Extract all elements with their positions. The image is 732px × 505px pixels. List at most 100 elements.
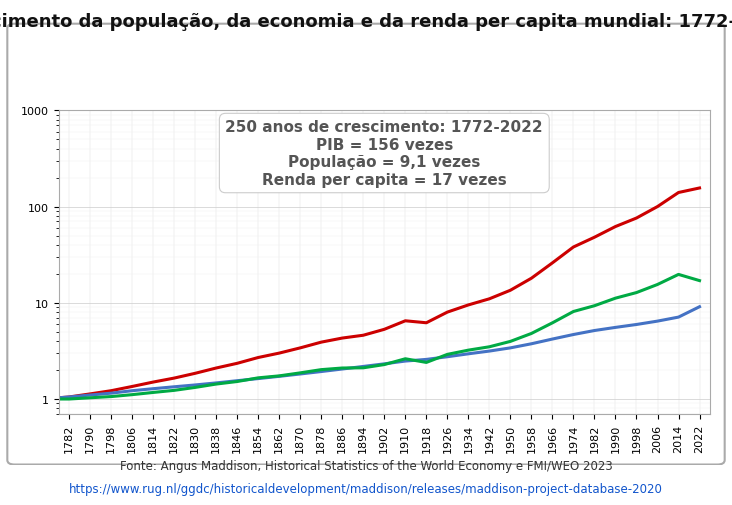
População bbox=[254, 376, 263, 382]
População bbox=[569, 332, 578, 338]
Renda per capita bbox=[674, 272, 683, 278]
PIB bbox=[359, 332, 367, 338]
Renda per capita bbox=[86, 395, 94, 401]
População bbox=[127, 388, 136, 394]
Text: https://www.rug.nl/ggdc/historicaldevelopment/maddison/releases/maddison-project: https://www.rug.nl/ggdc/historicaldevelo… bbox=[69, 482, 663, 495]
PIB bbox=[695, 185, 704, 191]
Renda per capita bbox=[359, 365, 367, 371]
População bbox=[233, 378, 242, 384]
PIB bbox=[506, 288, 515, 294]
PIB bbox=[674, 190, 683, 196]
Renda per capita bbox=[548, 320, 557, 326]
Renda per capita bbox=[590, 303, 599, 309]
População bbox=[107, 390, 116, 396]
População bbox=[274, 374, 283, 380]
População bbox=[191, 382, 200, 388]
Renda per capita bbox=[485, 344, 494, 350]
População bbox=[86, 392, 94, 398]
PIB bbox=[38, 396, 47, 402]
PIB bbox=[611, 224, 620, 230]
Text: Crescimento da população, da economia e da renda per capita mundial: 1772-2022: Crescimento da população, da economia e … bbox=[0, 13, 732, 31]
Line: População: População bbox=[42, 307, 700, 399]
Renda per capita bbox=[317, 367, 326, 373]
População bbox=[485, 348, 494, 355]
Renda per capita bbox=[127, 392, 136, 398]
Renda per capita bbox=[149, 390, 157, 396]
PIB bbox=[380, 327, 389, 333]
Text: Fonte: Angus Maddison, Historical Statistics of the World Economy e FMI/WEO 2023: Fonte: Angus Maddison, Historical Statis… bbox=[119, 460, 613, 473]
PIB bbox=[86, 391, 94, 397]
Renda per capita bbox=[191, 385, 200, 391]
População bbox=[611, 325, 620, 331]
População bbox=[149, 386, 157, 392]
PIB bbox=[64, 394, 73, 400]
PIB bbox=[107, 388, 116, 394]
Renda per capita bbox=[464, 347, 473, 354]
População bbox=[64, 394, 73, 400]
Renda per capita bbox=[107, 394, 116, 400]
PIB bbox=[443, 310, 452, 316]
População bbox=[359, 364, 367, 370]
População bbox=[401, 359, 410, 365]
Renda per capita bbox=[380, 362, 389, 368]
PIB bbox=[296, 345, 305, 351]
Renda per capita bbox=[422, 360, 430, 366]
Renda per capita bbox=[233, 379, 242, 385]
PIB bbox=[317, 339, 326, 345]
Renda per capita bbox=[296, 370, 305, 376]
População bbox=[38, 396, 47, 402]
População bbox=[674, 315, 683, 321]
População bbox=[653, 319, 662, 325]
População bbox=[380, 361, 389, 367]
Renda per capita bbox=[401, 356, 410, 362]
População bbox=[317, 369, 326, 375]
Text: 250 anos de crescimento: 1772-2022
PIB = 156 vezes
População = 9,1 vezes
Renda p: 250 anos de crescimento: 1772-2022 PIB =… bbox=[225, 120, 543, 187]
PIB bbox=[274, 350, 283, 357]
PIB bbox=[653, 204, 662, 210]
Line: Renda per capita: Renda per capita bbox=[42, 275, 700, 399]
Renda per capita bbox=[338, 365, 347, 371]
Renda per capita bbox=[611, 295, 620, 301]
PIB bbox=[632, 216, 641, 222]
População bbox=[548, 336, 557, 342]
População bbox=[212, 380, 220, 386]
Legend: PIB, População, Renda per capita: PIB, População, Renda per capita bbox=[197, 500, 572, 505]
População bbox=[338, 366, 347, 372]
PIB bbox=[212, 365, 220, 371]
Renda per capita bbox=[254, 375, 263, 381]
PIB bbox=[569, 244, 578, 250]
PIB bbox=[254, 355, 263, 361]
PIB bbox=[149, 379, 157, 385]
População bbox=[443, 354, 452, 360]
População bbox=[632, 322, 641, 328]
Renda per capita bbox=[274, 373, 283, 379]
População bbox=[527, 341, 536, 347]
População bbox=[296, 371, 305, 377]
Renda per capita bbox=[569, 309, 578, 315]
PIB bbox=[191, 371, 200, 377]
PIB bbox=[590, 235, 599, 241]
Renda per capita bbox=[64, 396, 73, 402]
Renda per capita bbox=[443, 351, 452, 358]
PIB bbox=[527, 276, 536, 282]
População bbox=[590, 328, 599, 334]
PIB bbox=[548, 260, 557, 266]
PIB bbox=[170, 375, 179, 381]
Renda per capita bbox=[212, 381, 220, 387]
Renda per capita bbox=[653, 282, 662, 288]
PIB bbox=[464, 302, 473, 309]
População bbox=[464, 351, 473, 357]
PIB bbox=[233, 361, 242, 367]
Renda per capita bbox=[38, 396, 47, 402]
Renda per capita bbox=[632, 290, 641, 296]
Renda per capita bbox=[527, 331, 536, 337]
PIB bbox=[401, 318, 410, 324]
População bbox=[170, 384, 179, 390]
População bbox=[695, 304, 704, 310]
População bbox=[422, 357, 430, 363]
Renda per capita bbox=[695, 278, 704, 284]
PIB bbox=[127, 384, 136, 390]
Renda per capita bbox=[170, 387, 179, 393]
PIB bbox=[338, 335, 347, 341]
Line: PIB: PIB bbox=[42, 188, 700, 399]
